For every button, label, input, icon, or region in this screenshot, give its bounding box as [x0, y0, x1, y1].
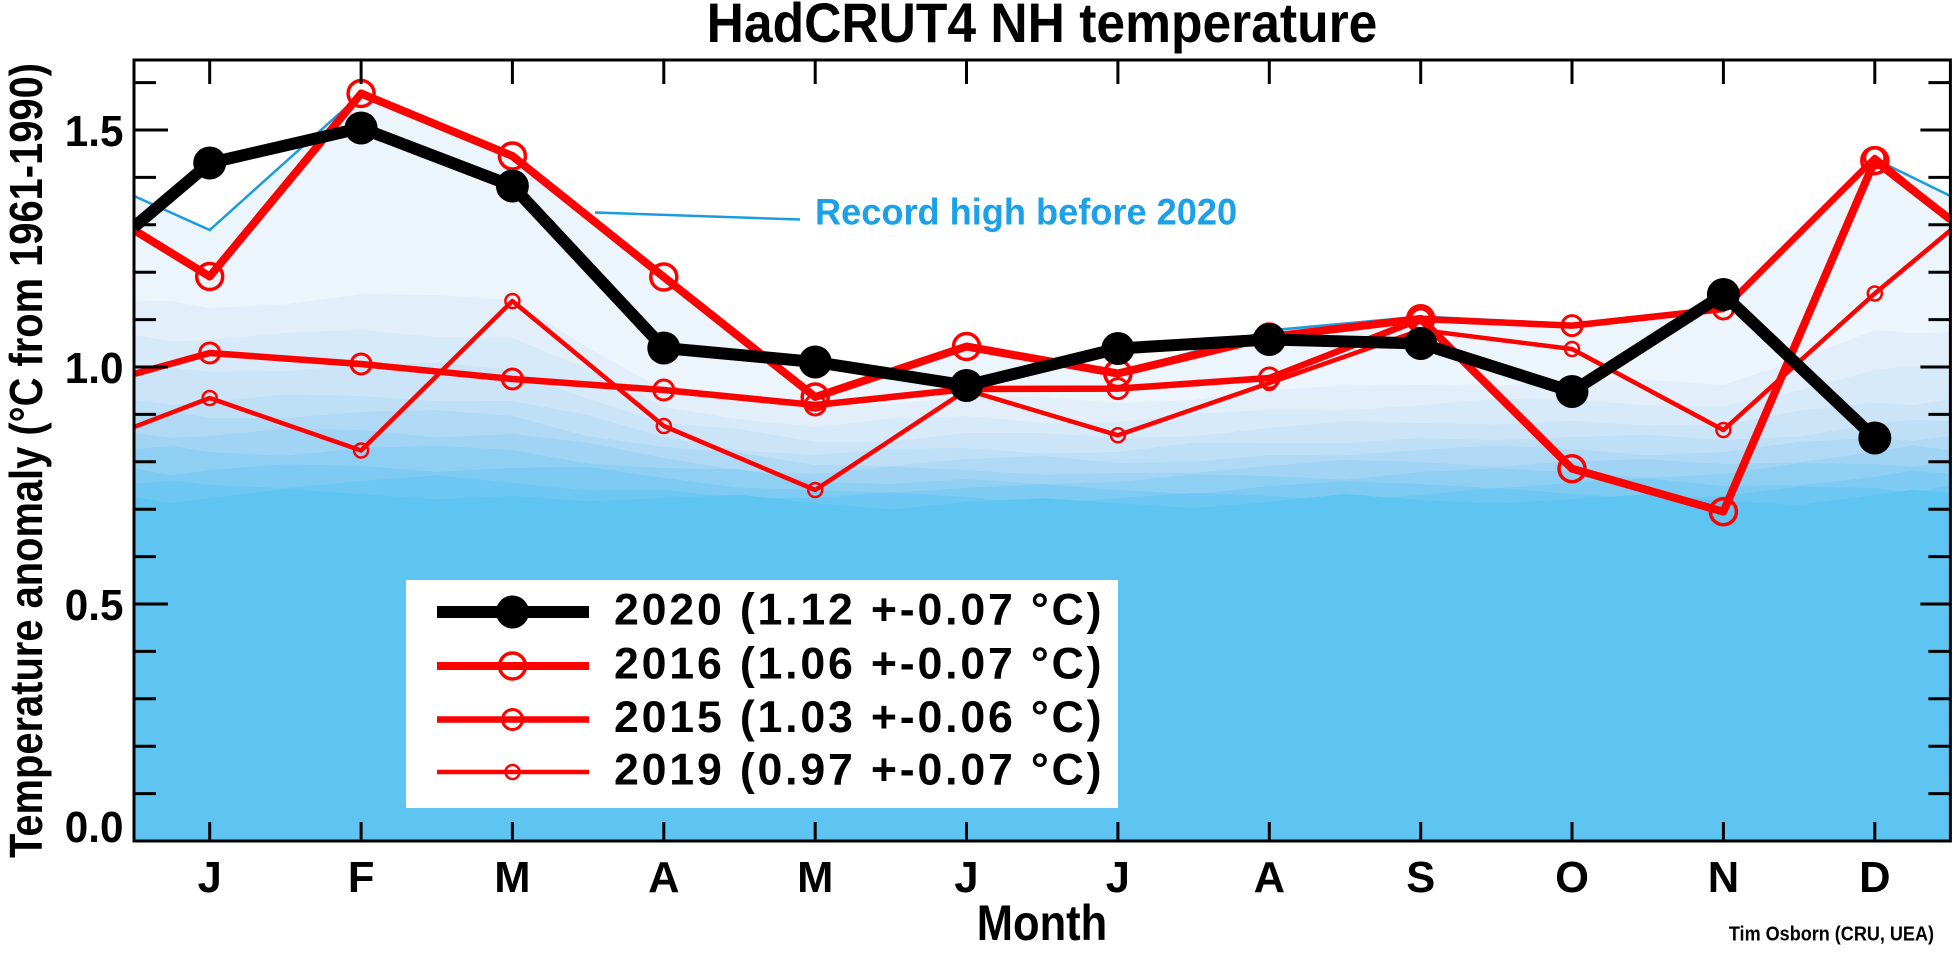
svg-text:1.0: 1.0 — [65, 344, 124, 393]
svg-text:0.0: 0.0 — [65, 803, 124, 852]
svg-text:J: J — [198, 854, 222, 902]
svg-text:2016 (1.06 +-0.07 °C): 2016 (1.06 +-0.07 °C) — [614, 640, 1104, 689]
svg-text:S: S — [1406, 854, 1435, 902]
svg-text:HadCRUT4 NH temperature: HadCRUT4 NH temperature — [707, 0, 1378, 54]
svg-text:2019 (0.97 +-0.07 °C): 2019 (0.97 +-0.07 °C) — [614, 746, 1104, 795]
svg-text:D: D — [1859, 854, 1890, 902]
svg-text:Tim Osborn (CRU, UEA): Tim Osborn (CRU, UEA) — [1729, 924, 1934, 946]
svg-text:1.5: 1.5 — [65, 107, 124, 156]
svg-text:J: J — [1106, 854, 1130, 902]
svg-text:2015 (1.03 +-0.06 °C): 2015 (1.03 +-0.06 °C) — [614, 693, 1104, 742]
svg-text:N: N — [1708, 854, 1739, 902]
svg-text:O: O — [1555, 854, 1589, 902]
svg-text:Temperature anomaly (°C from 1: Temperature anomaly (°C from 1961-1990) — [1, 63, 52, 858]
svg-text:Record high before 2020: Record high before 2020 — [815, 191, 1237, 232]
svg-text:M: M — [797, 854, 833, 902]
svg-text:A: A — [1254, 854, 1285, 902]
svg-text:0.5: 0.5 — [65, 581, 124, 630]
svg-text:J: J — [954, 854, 978, 902]
svg-text:A: A — [648, 854, 679, 902]
svg-text:Month: Month — [977, 894, 1107, 948]
svg-text:M: M — [494, 854, 530, 902]
svg-text:2020 (1.12 +-0.07 °C): 2020 (1.12 +-0.07 °C) — [614, 586, 1104, 635]
svg-text:F: F — [348, 854, 375, 902]
